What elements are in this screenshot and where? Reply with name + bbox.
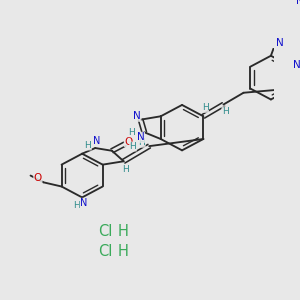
Text: Cl: Cl xyxy=(98,244,112,259)
Text: H: H xyxy=(128,128,135,137)
Text: N: N xyxy=(276,38,284,48)
Text: O: O xyxy=(124,136,133,146)
Text: H: H xyxy=(85,141,91,150)
Text: H: H xyxy=(73,201,80,210)
Text: N: N xyxy=(80,198,88,208)
Text: N: N xyxy=(93,136,101,146)
Text: N: N xyxy=(133,111,141,121)
Text: O: O xyxy=(34,173,42,183)
Text: Cl: Cl xyxy=(98,224,112,238)
Text: H: H xyxy=(118,244,129,259)
Text: H: H xyxy=(122,165,129,174)
Text: H: H xyxy=(130,142,136,151)
Text: N: N xyxy=(293,60,300,70)
Text: N: N xyxy=(137,132,145,142)
Text: H: H xyxy=(118,224,129,238)
Text: H: H xyxy=(202,103,208,112)
Text: H: H xyxy=(139,138,145,147)
Text: N: N xyxy=(296,0,300,6)
Text: H: H xyxy=(222,107,229,116)
